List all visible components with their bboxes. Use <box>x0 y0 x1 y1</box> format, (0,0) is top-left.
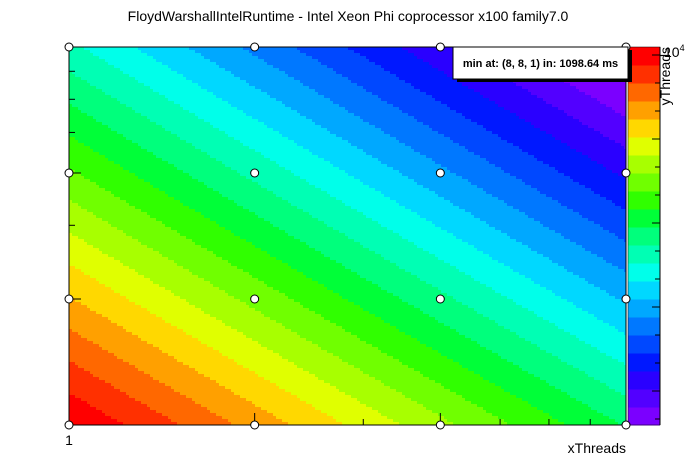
chart-title: FloydWarshallIntelRuntime - Intel Xeon P… <box>128 8 569 24</box>
contour-fill-layer <box>69 47 628 426</box>
